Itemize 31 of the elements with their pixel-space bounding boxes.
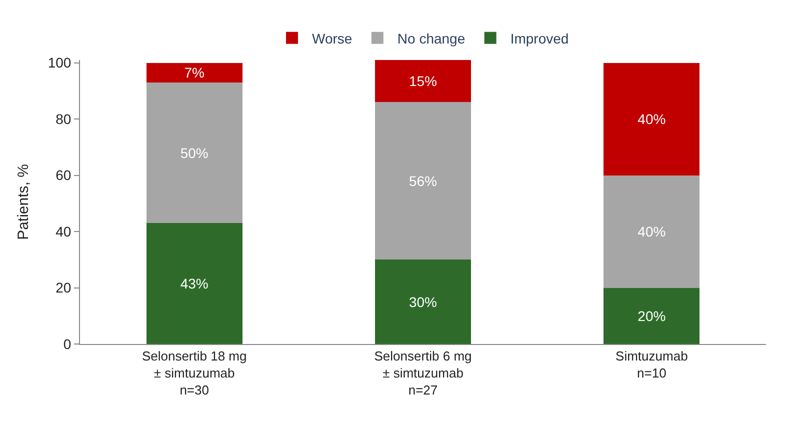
y-tick-label: 80 xyxy=(56,110,72,127)
legend-label: No change xyxy=(397,30,466,46)
legend-label: Improved xyxy=(510,30,569,46)
bar xyxy=(374,60,472,102)
data-label: 7% xyxy=(184,64,204,81)
data-label: 20% xyxy=(638,308,666,324)
legend-label: Worse xyxy=(312,30,352,46)
data-label: 30% xyxy=(408,294,438,310)
x-tick-label: Selonsertib 6 mg ± simtuzumab n=27 xyxy=(374,348,472,398)
data-label: 43% xyxy=(180,276,208,292)
bar xyxy=(146,82,242,224)
y-tick-label: 20 xyxy=(56,280,72,296)
bar xyxy=(604,62,700,176)
x-tick-label: Selonsertib 18 mg ± simtuzumab n=30 xyxy=(142,348,247,398)
y-tick-label: 0 xyxy=(63,336,72,352)
bar xyxy=(604,288,700,344)
data-label: 40% xyxy=(638,111,666,128)
y-tick-label: 60 xyxy=(56,167,72,184)
y-tick-label: 40 xyxy=(56,223,72,240)
bar xyxy=(374,102,472,260)
bar xyxy=(374,260,472,344)
data-label: 50% xyxy=(180,144,208,161)
x-tick-label: Simtuzumab n=10 xyxy=(616,348,688,380)
bar xyxy=(146,62,242,82)
data-label: 15% xyxy=(408,73,438,90)
y-tick-label: 100 xyxy=(48,54,72,71)
bar xyxy=(146,223,242,344)
data-label: 40% xyxy=(638,224,666,240)
y-axis-title: Patients, % xyxy=(15,164,32,240)
data-label: 56% xyxy=(408,172,438,189)
bar xyxy=(604,175,700,288)
